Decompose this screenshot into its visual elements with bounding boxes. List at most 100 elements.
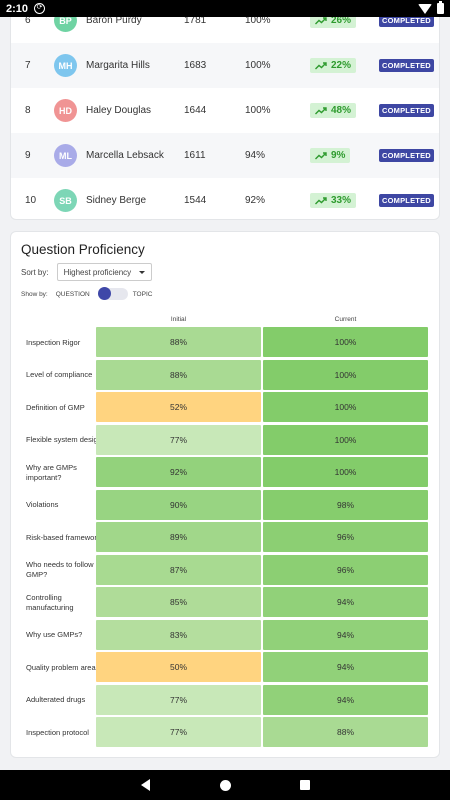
rank: 10	[25, 195, 37, 206]
trending-up-icon	[315, 196, 327, 204]
toggle-knob	[97, 287, 111, 300]
question-label: Controlling manufacturing	[26, 592, 74, 612]
current-score-cell[interactable]: 94%	[263, 587, 428, 617]
proficiency-row: Risk-based framework 89% 96%	[21, 522, 428, 553]
show-by-question-option[interactable]: QUESTION	[55, 290, 90, 298]
status-badge: COMPLETED	[379, 59, 434, 72]
trending-up-icon	[315, 17, 327, 24]
sort-dropdown[interactable]: Highest proficiency	[56, 263, 153, 281]
question-label: Quality problem areas	[26, 662, 100, 672]
question-label: Inspection Rigor	[26, 337, 81, 347]
percent: 100%	[245, 60, 271, 71]
sync-icon: ⟳	[34, 3, 46, 14]
initial-score-cell[interactable]: 88%	[96, 327, 261, 357]
rank: 6	[25, 17, 31, 26]
question-label: Inspection protocol	[26, 727, 89, 737]
score: 1644	[184, 105, 207, 116]
learner-name: Sidney Berge	[86, 195, 147, 206]
question-label: Adulterated drugs	[26, 695, 86, 704]
growth-badge: 33%	[310, 193, 357, 208]
proficiency-row: Controlling manufacturing 85% 94%	[21, 587, 428, 618]
question-proficiency-card: Question Proficiency Sort by: Highest pr…	[10, 231, 440, 758]
current-score-cell[interactable]: 94%	[263, 684, 428, 715]
score: 1683	[184, 60, 207, 71]
avatar: BP	[54, 17, 77, 32]
initial-score-cell[interactable]: 89%	[96, 522, 261, 552]
initial-score-cell[interactable]: 83%	[96, 619, 261, 650]
question-label: Flexible system design	[26, 435, 102, 444]
proficiency-row: Adulterated drugs 77% 94%	[21, 684, 428, 716]
question-label: Who needs to follow GMP?	[26, 560, 94, 579]
initial-score-cell[interactable]: 50%	[96, 652, 261, 682]
initial-score-cell[interactable]: 77%	[96, 684, 261, 715]
growth-value: 48%	[331, 105, 352, 116]
column-header-initial: Initial	[170, 316, 187, 323]
back-button[interactable]	[138, 778, 152, 792]
leaderboard-card: 6 BP Baron Purdy 1781 100% 26% COMPLETED 7 MH Mar…	[10, 17, 440, 220]
learner-name: Baron Purdy	[86, 17, 142, 26]
show-by-label: Show by:	[21, 290, 48, 298]
learner-name: Haley Douglas	[86, 105, 152, 116]
growth-badge: 9%	[310, 148, 351, 163]
growth-badge: 22%	[310, 58, 357, 73]
initial-score-cell[interactable]: 52%	[96, 392, 261, 422]
current-score-cell[interactable]: 100%	[263, 327, 428, 357]
trending-up-icon	[315, 106, 327, 114]
proficiency-row: Why use GMPs? 83% 94%	[21, 619, 428, 651]
question-label: Definition of GMP	[26, 402, 85, 412]
question-label: Violations	[26, 500, 59, 509]
initial-score-cell[interactable]: 90%	[96, 489, 261, 520]
growth-badge: 26%	[310, 17, 357, 28]
avatar: ML	[54, 144, 77, 167]
initial-score-cell[interactable]: 92%	[96, 457, 261, 487]
initial-score-cell[interactable]: 77%	[96, 717, 261, 747]
current-score-cell[interactable]: 94%	[263, 652, 428, 682]
percent: 94%	[245, 150, 266, 161]
current-score-cell[interactable]: 100%	[263, 359, 428, 390]
learner-name: Margarita Hills	[86, 60, 150, 71]
column-header-current: Current	[334, 316, 357, 323]
proficiency-row: Inspection protocol 77% 88%	[21, 717, 428, 748]
current-score-cell[interactable]: 98%	[263, 489, 428, 520]
initial-score-cell[interactable]: 85%	[96, 587, 261, 617]
percent: 92%	[245, 195, 266, 206]
initial-score-cell[interactable]: 88%	[96, 359, 261, 390]
growth-value: 9%	[331, 150, 346, 161]
percent: 100%	[245, 105, 271, 116]
current-score-cell[interactable]: 100%	[263, 392, 428, 422]
current-score-cell[interactable]: 100%	[263, 424, 428, 455]
question-label: Level of compliance	[26, 370, 93, 379]
current-score-cell[interactable]: 96%	[263, 554, 428, 585]
initial-score-cell[interactable]: 87%	[96, 554, 261, 585]
proficiency-row: Level of compliance 88% 100%	[21, 359, 428, 391]
main-scroll[interactable]: 6 BP Baron Purdy 1781 100% 26% COMPLETED 7 MH Mar…	[0, 17, 450, 770]
growth-value: 26%	[331, 17, 352, 26]
learner-name: Marcella Lebsack	[86, 150, 164, 161]
current-score-cell[interactable]: 94%	[263, 619, 428, 650]
proficiency-row: Violations 90% 98%	[21, 489, 428, 521]
score: 1611	[184, 150, 206, 161]
proficiency-row: Inspection Rigor 88% 100%	[21, 327, 428, 358]
leaderboard-row[interactable]: 10 SB Sidney Berge 1544 92% 33% COMPLETED	[11, 178, 439, 223]
status-bar: 2:10 ⟳	[0, 0, 450, 17]
recents-button[interactable]	[298, 778, 312, 792]
question-label: Risk-based framework	[26, 532, 101, 542]
question-label: Why use GMPs?	[26, 630, 83, 639]
current-score-cell[interactable]: 100%	[263, 457, 428, 487]
growth-value: 22%	[331, 60, 352, 71]
status-time: 2:10	[6, 2, 29, 15]
navigation-bar	[0, 770, 450, 800]
status-badge: COMPLETED	[379, 104, 434, 117]
score: 1781	[184, 17, 207, 26]
home-button[interactable]	[218, 778, 232, 792]
show-by-toggle[interactable]	[97, 287, 128, 300]
leaderboard-row[interactable]: 8 HD Haley Douglas 1644 100% 48% COMPLETED	[11, 88, 439, 133]
avatar: MH	[54, 54, 77, 77]
leaderboard-row[interactable]: 7 MH Margarita Hills 1683 100% 22% COMPLETED	[11, 43, 439, 88]
current-score-cell[interactable]: 96%	[263, 522, 428, 552]
leaderboard-row[interactable]: 9 ML Marcella Lebsack 1611 94% 9% COMPLETED	[11, 133, 439, 178]
current-score-cell[interactable]: 88%	[263, 717, 428, 747]
initial-score-cell[interactable]: 77%	[96, 424, 261, 455]
leaderboard-row[interactable]: 6 BP Baron Purdy 1781 100% 26% COMPLETED	[11, 17, 439, 43]
show-by-topic-option[interactable]: TOPIC	[132, 290, 153, 298]
